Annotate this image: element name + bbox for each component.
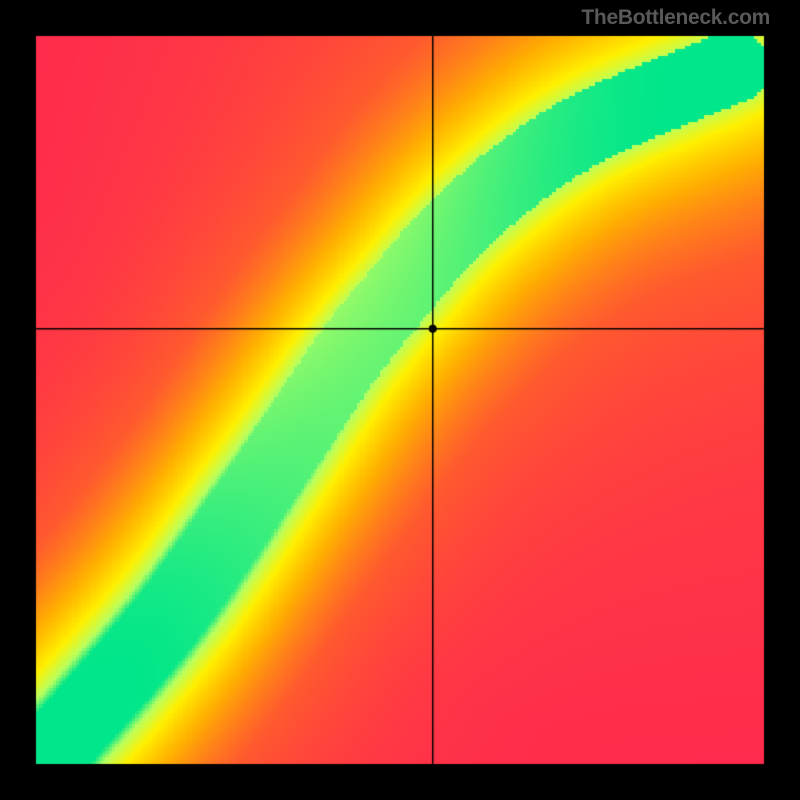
crosshair-overlay bbox=[0, 0, 800, 800]
watermark-text: TheBottleneck.com bbox=[581, 6, 770, 30]
